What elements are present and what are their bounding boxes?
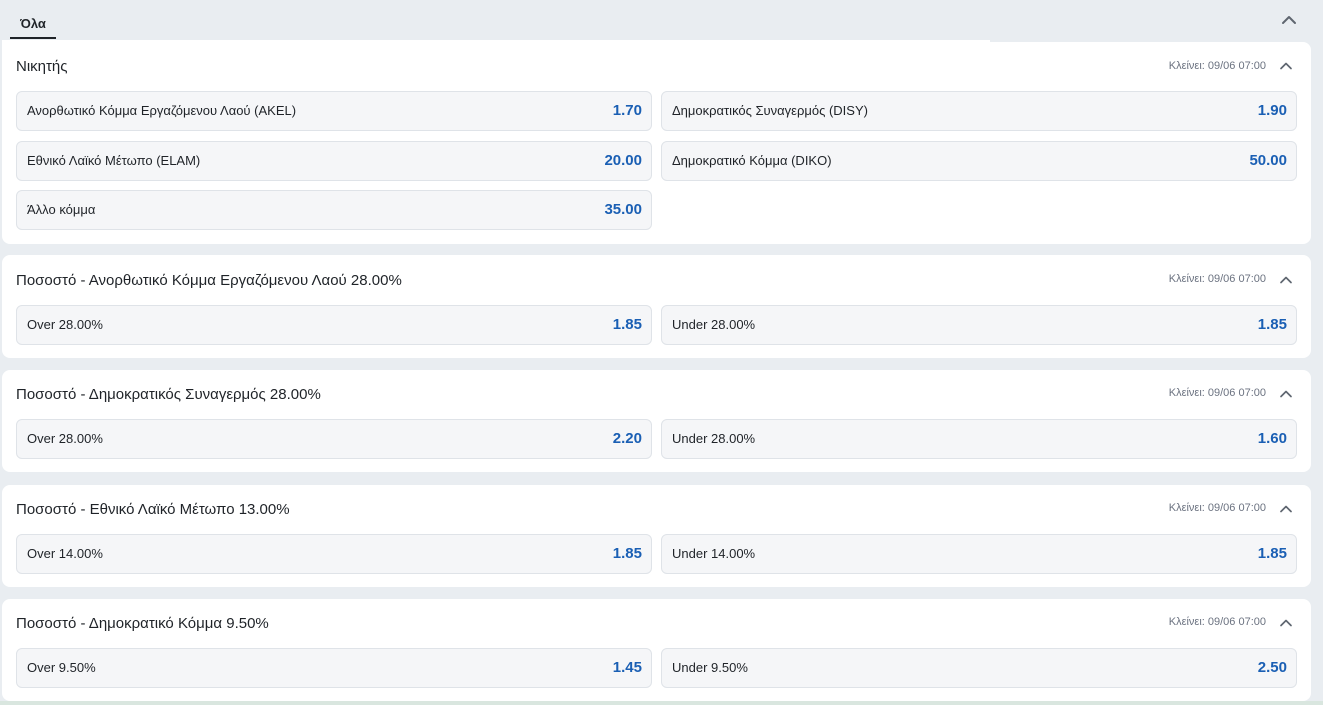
- market-close-time: Κλείνει: 09/06 07:00: [1168, 60, 1266, 72]
- selection-disy[interactable]: Δημοκρατικός Συναγερμός (DISY) 1.90: [661, 91, 1297, 131]
- selection-under[interactable]: Under 9.50% 2.50: [661, 648, 1297, 688]
- market-card-winner: Νικητής Κλείνει: 09/06 07:00 Ανορθωτικό …: [2, 42, 1311, 244]
- page-bottom-edge: [0, 701, 1323, 705]
- selection-label: Over 28.00%: [27, 431, 103, 446]
- selection-label: Under 9.50%: [672, 660, 748, 675]
- selection-odd: 1.85: [1257, 316, 1287, 333]
- market-title: Νικητής: [16, 58, 68, 75]
- selection-elam[interactable]: Εθνικό Λαϊκό Μέτωπο (ELAM) 20.00: [16, 141, 652, 181]
- chevron-up-icon[interactable]: [1279, 10, 1299, 30]
- selection-odd: 50.00: [1249, 152, 1287, 169]
- tab-all[interactable]: Όλα: [10, 13, 56, 39]
- selection-label: Under 28.00%: [672, 431, 756, 446]
- selection-label: Εθνικό Λαϊκό Μέτωπο (ELAM): [27, 153, 201, 168]
- selection-odd: 1.85: [612, 316, 642, 333]
- market-close-time: Κλείνει: 09/06 07:00: [1168, 502, 1266, 514]
- chevron-up-icon[interactable]: [1279, 387, 1293, 401]
- chevron-up-icon[interactable]: [1279, 616, 1293, 630]
- selection-odd: 1.85: [612, 545, 642, 562]
- selection-label: Under 14.00%: [672, 546, 756, 561]
- selection-label: Άλλο κόμμα: [27, 202, 96, 217]
- selection-over[interactable]: Over 14.00% 1.85: [16, 534, 652, 574]
- market-title: Ποσοστό - Εθνικό Λαϊκό Μέτωπο 13.00%: [16, 501, 290, 518]
- selection-over[interactable]: Over 28.00% 2.20: [16, 419, 652, 459]
- market-title: Ποσοστό - Δημοκρατικό Κόμμα 9.50%: [16, 615, 269, 632]
- market-close-time: Κλείνει: 09/06 07:00: [1168, 616, 1266, 628]
- market-card-elam-percentage: Ποσοστό - Εθνικό Λαϊκό Μέτωπο 13.00% Κλε…: [2, 485, 1311, 587]
- market-close-time: Κλείνει: 09/06 07:00: [1168, 273, 1266, 285]
- selection-odd: 2.20: [612, 430, 642, 447]
- selection-label: Over 14.00%: [27, 546, 103, 561]
- market-title: Ποσοστό - Δημοκρατικός Συναγερμός 28.00%: [16, 386, 321, 403]
- selection-odd: 1.85: [1257, 545, 1287, 562]
- selection-label: Over 9.50%: [27, 660, 96, 675]
- market-card-disy-percentage: Ποσοστό - Δημοκρατικός Συναγερμός 28.00%…: [2, 370, 1311, 472]
- chevron-up-icon[interactable]: [1279, 502, 1293, 516]
- selection-under[interactable]: Under 28.00% 1.60: [661, 419, 1297, 459]
- market-title: Ποσοστό - Ανορθωτικό Κόμμα Εργαζόμενου Λ…: [16, 272, 402, 289]
- selection-odd: 1.90: [1257, 102, 1287, 119]
- selection-label: Δημοκρατικό Κόμμα (DIKO): [672, 153, 832, 168]
- selection-odd: 1.70: [612, 102, 642, 119]
- selection-label: Under 28.00%: [672, 317, 756, 332]
- selection-odd: 20.00: [604, 152, 642, 169]
- selection-odd: 35.00: [604, 201, 642, 218]
- selection-label: Δημοκρατικός Συναγερμός (DISY): [672, 103, 868, 118]
- selection-akel[interactable]: Ανορθωτικό Κόμμα Εργαζόμενου Λαού (AKEL)…: [16, 91, 652, 131]
- selection-under[interactable]: Under 14.00% 1.85: [661, 534, 1297, 574]
- selection-over[interactable]: Over 28.00% 1.85: [16, 305, 652, 345]
- selection-other-party[interactable]: Άλλο κόμμα 35.00: [16, 190, 652, 230]
- selection-odd: 2.50: [1257, 659, 1287, 676]
- market-close-time: Κλείνει: 09/06 07:00: [1168, 387, 1266, 399]
- chevron-up-icon[interactable]: [1279, 273, 1293, 287]
- selection-label: Ανορθωτικό Κόμμα Εργαζόμενου Λαού (AKEL): [27, 103, 297, 118]
- selection-odd: 1.45: [612, 659, 642, 676]
- selection-over[interactable]: Over 9.50% 1.45: [16, 648, 652, 688]
- selection-diko[interactable]: Δημοκρατικό Κόμμα (DIKO) 50.00: [661, 141, 1297, 181]
- selection-label: Over 28.00%: [27, 317, 103, 332]
- tab-bar: Όλα: [0, 0, 1323, 40]
- market-card-diko-percentage: Ποσοστό - Δημοκρατικό Κόμμα 9.50% Κλείνε…: [2, 599, 1311, 701]
- market-card-akel-percentage: Ποσοστό - Ανορθωτικό Κόμμα Εργαζόμενου Λ…: [2, 255, 1311, 358]
- chevron-up-icon[interactable]: [1279, 59, 1293, 73]
- selection-under[interactable]: Under 28.00% 1.85: [661, 305, 1297, 345]
- selection-odd: 1.60: [1257, 430, 1287, 447]
